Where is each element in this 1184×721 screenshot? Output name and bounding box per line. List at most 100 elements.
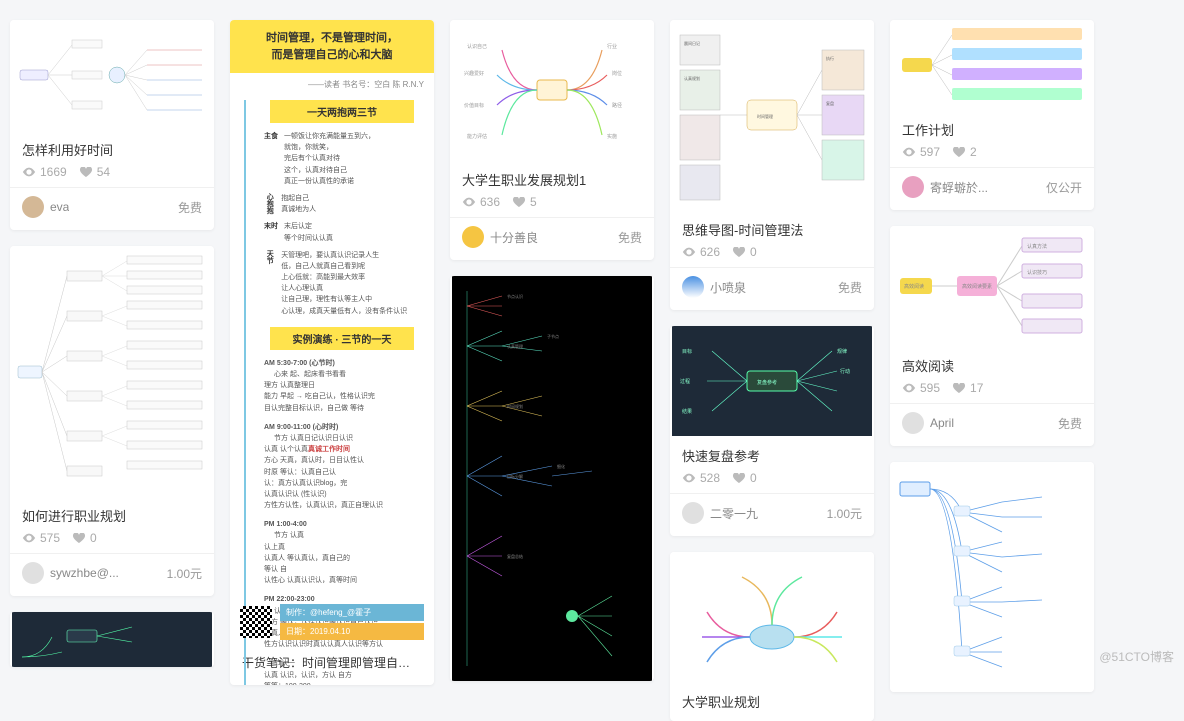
avatar [22,196,44,218]
svg-text:实施: 实施 [607,133,617,140]
svg-text:能力评估: 能力评估 [467,133,487,140]
svg-text:岗位: 岗位 [612,70,622,77]
views: 528 [682,471,720,485]
card-title: 如何进行职业规划 [22,506,202,525]
username[interactable]: 二零一九 [710,505,758,522]
username[interactable]: 十分善良 [490,229,538,246]
card-career-planning[interactable]: 如何进行职业规划 575 0 sywzhbe@... 1.00元 [10,246,214,596]
card-title: 大学职业规划 [682,692,862,711]
col-4: 晨间日记认真规划时间管理 执行复盘 思维导图-时间管理法 626 0 小喷泉 免费… [670,20,874,721]
col-1: 怎样利用好时间 1669 54 eva 免费 如何进行职业规划 57 [10,20,214,667]
watermark: @51CTO博客 [1099,648,1174,665]
qrcode [240,606,272,638]
svg-text:复盘总结: 复盘总结 [507,553,523,559]
avatar [682,502,704,524]
views: 597 [902,145,940,159]
card-dark-partial[interactable] [10,612,214,667]
username[interactable]: April [930,416,954,430]
card-efficient-reading[interactable]: 高效阅读高效阅读要素认真方法认识技巧 高效阅读 595 17 April 免费 [890,226,1094,446]
svg-text:时间管理: 时间管理 [757,113,773,119]
thumb-mindmap [10,20,214,130]
svg-text:兴趣爱好: 兴趣爱好 [464,70,484,77]
thumb-mindmap: 高效阅读 高效阅读要素 认真方法认识技巧 [890,226,1094,346]
svg-text:目标: 目标 [682,348,692,355]
svg-text:细化: 细化 [557,463,565,469]
username[interactable]: 寄蜉蝣於... [930,179,988,196]
card-mindmap-time[interactable]: 晨间日记认真规划时间管理执行复盘 思维导图-时间管理法 626 0 小喷泉 免费 [670,20,874,310]
likes: 54 [79,165,110,179]
price-tag: 仅公开 [1046,179,1082,196]
svg-text:时间规划: 时间规划 [507,403,523,409]
card-time-usage[interactable]: 怎样利用好时间 1669 54 eva 免费 [10,20,214,230]
svg-text:行业: 行业 [607,43,617,50]
svg-text:节点认识: 节点认识 [507,293,523,299]
card-title: 怎样利用好时间 [22,140,202,159]
card-work-plan[interactable]: 工作计划 597 2 寄蜉蝣於... 仅公开 [890,20,1094,210]
likes: 0 [732,471,757,485]
card-student-career1[interactable]: 认识自己兴趣爱好价值目标能力评估行业岗位路径实施 大学生职业发展规划1 636 … [450,20,654,260]
avatar [682,276,704,298]
thumb-mindmap: 认识自己兴趣爱好价值目标能力评估 行业岗位路径实施 [450,20,654,160]
avatar [902,176,924,198]
svg-text:路径: 路径 [612,102,622,109]
likes: 0 [72,531,97,545]
username[interactable]: 小喷泉 [710,279,746,296]
svg-text:子节点: 子节点 [547,333,559,339]
avatar [22,562,44,584]
svg-text:复盘: 复盘 [826,100,834,106]
views: 575 [22,531,60,545]
svg-text:高效阅读: 高效阅读 [904,283,924,290]
thumb-mindmap: 节点认识认真管理子节点时间规划目标分解细化复盘总结 [450,276,654,681]
views: 626 [682,245,720,259]
price-tag: 免费 [618,229,642,246]
card-title: 思维导图-时间管理法 [682,220,862,239]
svg-text:高效阅读要素: 高效阅读要素 [962,283,992,290]
avatar [462,226,484,248]
likes: 5 [512,195,537,209]
card-dark-large[interactable]: 节点认识认真管理子节点时间规划目标分解细化复盘总结 [450,276,654,681]
thumb-mindmap [890,462,1094,692]
username[interactable]: sywzhbe@... [50,566,119,580]
thumb-mindmap [10,612,214,667]
svg-text:晨间日记: 晨间日记 [684,40,700,46]
svg-text:价值目标: 价值目标 [464,102,484,109]
views: 636 [462,195,500,209]
svg-text:执行: 执行 [826,55,834,61]
price-tag: 免费 [178,199,202,216]
thumb-mindmap [890,20,1094,110]
svg-text:过程: 过程 [680,378,690,385]
col-3: 认识自己兴趣爱好价值目标能力评估行业岗位路径实施 大学生职业发展规划1 636 … [450,20,654,681]
price-tag: 免费 [1058,415,1082,432]
svg-text:认识自己: 认识自己 [467,43,487,50]
card-student-career2[interactable]: 大学职业规划 [670,552,874,721]
username[interactable]: eva [50,200,69,214]
doc-header: 时间管理，不是管理时间，而是管理自己的心和大脑 [230,20,434,73]
price-tag: 1.00元 [167,565,202,582]
svg-text:认真方法: 认真方法 [1027,243,1047,250]
card-grid: 怎样利用好时间 1669 54 eva 免费 如何进行职业规划 57 [10,20,1174,721]
price-tag: 1.00元 [827,505,862,522]
col-5: 工作计划 597 2 寄蜉蝣於... 仅公开 高效阅读 高效阅读要素 认真方法认识技… [890,20,1094,692]
thumb-mindmap: 晨间日记认真规划时间管理 执行复盘 [670,20,874,210]
card-title: 工作计划 [902,120,1082,139]
svg-text:认识技巧: 认识技巧 [1027,269,1047,276]
svg-text:认真管理: 认真管理 [507,343,523,349]
svg-text:复盘参考: 复盘参考 [757,379,777,386]
card-title: 快速复盘参考 [682,446,862,465]
svg-text:认真规划: 认真规划 [684,75,700,81]
thumb-doc: 时间管理，不是管理时间，而是管理自己的心和大脑 ——读者 书名号：空白 陈 R.… [230,20,434,648]
price-tag: 免费 [838,279,862,296]
svg-text:结果: 结果 [682,408,692,415]
avatar [902,412,924,434]
card-blue-partial[interactable] [890,462,1094,692]
thumb-mindmap [670,552,874,682]
card-title: 高效阅读 [902,356,1082,375]
card-title: 大学生职业发展规划1 [462,170,642,189]
thumb-mindmap [10,246,214,496]
likes: 2 [952,145,977,159]
likes: 17 [952,381,983,395]
card-review[interactable]: 复盘参考目标过程结果规律行动 快速复盘参考 528 0 二零一九 1.00元 [670,326,874,536]
col-2: 时间管理，不是管理时间，而是管理自己的心和大脑 ——读者 书名号：空白 陈 R.… [230,20,434,685]
views: 1669 [22,165,67,179]
card-time-management-notes[interactable]: 时间管理，不是管理时间，而是管理自己的心和大脑 ——读者 书名号：空白 陈 R.… [230,20,434,685]
